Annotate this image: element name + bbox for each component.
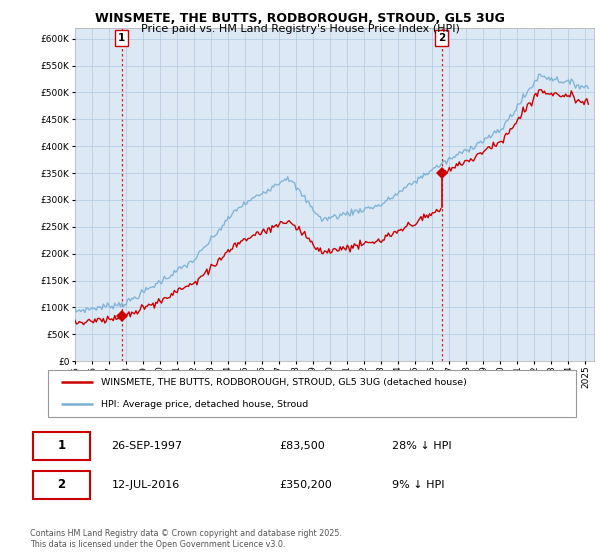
Text: £350,200: £350,200 xyxy=(279,480,332,490)
Text: 26-SEP-1997: 26-SEP-1997 xyxy=(112,441,183,451)
FancyBboxPatch shape xyxy=(34,432,90,460)
Text: 28% ↓ HPI: 28% ↓ HPI xyxy=(392,441,452,451)
FancyBboxPatch shape xyxy=(48,370,576,417)
Text: WINSMETE, THE BUTTS, RODBOROUGH, STROUD, GL5 3UG (detached house): WINSMETE, THE BUTTS, RODBOROUGH, STROUD,… xyxy=(101,378,467,387)
Text: 1: 1 xyxy=(58,439,65,452)
Text: Price paid vs. HM Land Registry's House Price Index (HPI): Price paid vs. HM Land Registry's House … xyxy=(140,24,460,34)
Text: £83,500: £83,500 xyxy=(279,441,325,451)
Text: 12-JUL-2016: 12-JUL-2016 xyxy=(112,480,180,490)
Text: Contains HM Land Registry data © Crown copyright and database right 2025.
This d: Contains HM Land Registry data © Crown c… xyxy=(30,529,342,549)
Text: 1: 1 xyxy=(118,33,125,43)
Text: WINSMETE, THE BUTTS, RODBOROUGH, STROUD, GL5 3UG: WINSMETE, THE BUTTS, RODBOROUGH, STROUD,… xyxy=(95,12,505,25)
Text: 2: 2 xyxy=(58,478,65,492)
Text: 9% ↓ HPI: 9% ↓ HPI xyxy=(392,480,445,490)
FancyBboxPatch shape xyxy=(34,471,90,499)
Text: 2: 2 xyxy=(438,33,445,43)
Text: HPI: Average price, detached house, Stroud: HPI: Average price, detached house, Stro… xyxy=(101,400,308,409)
